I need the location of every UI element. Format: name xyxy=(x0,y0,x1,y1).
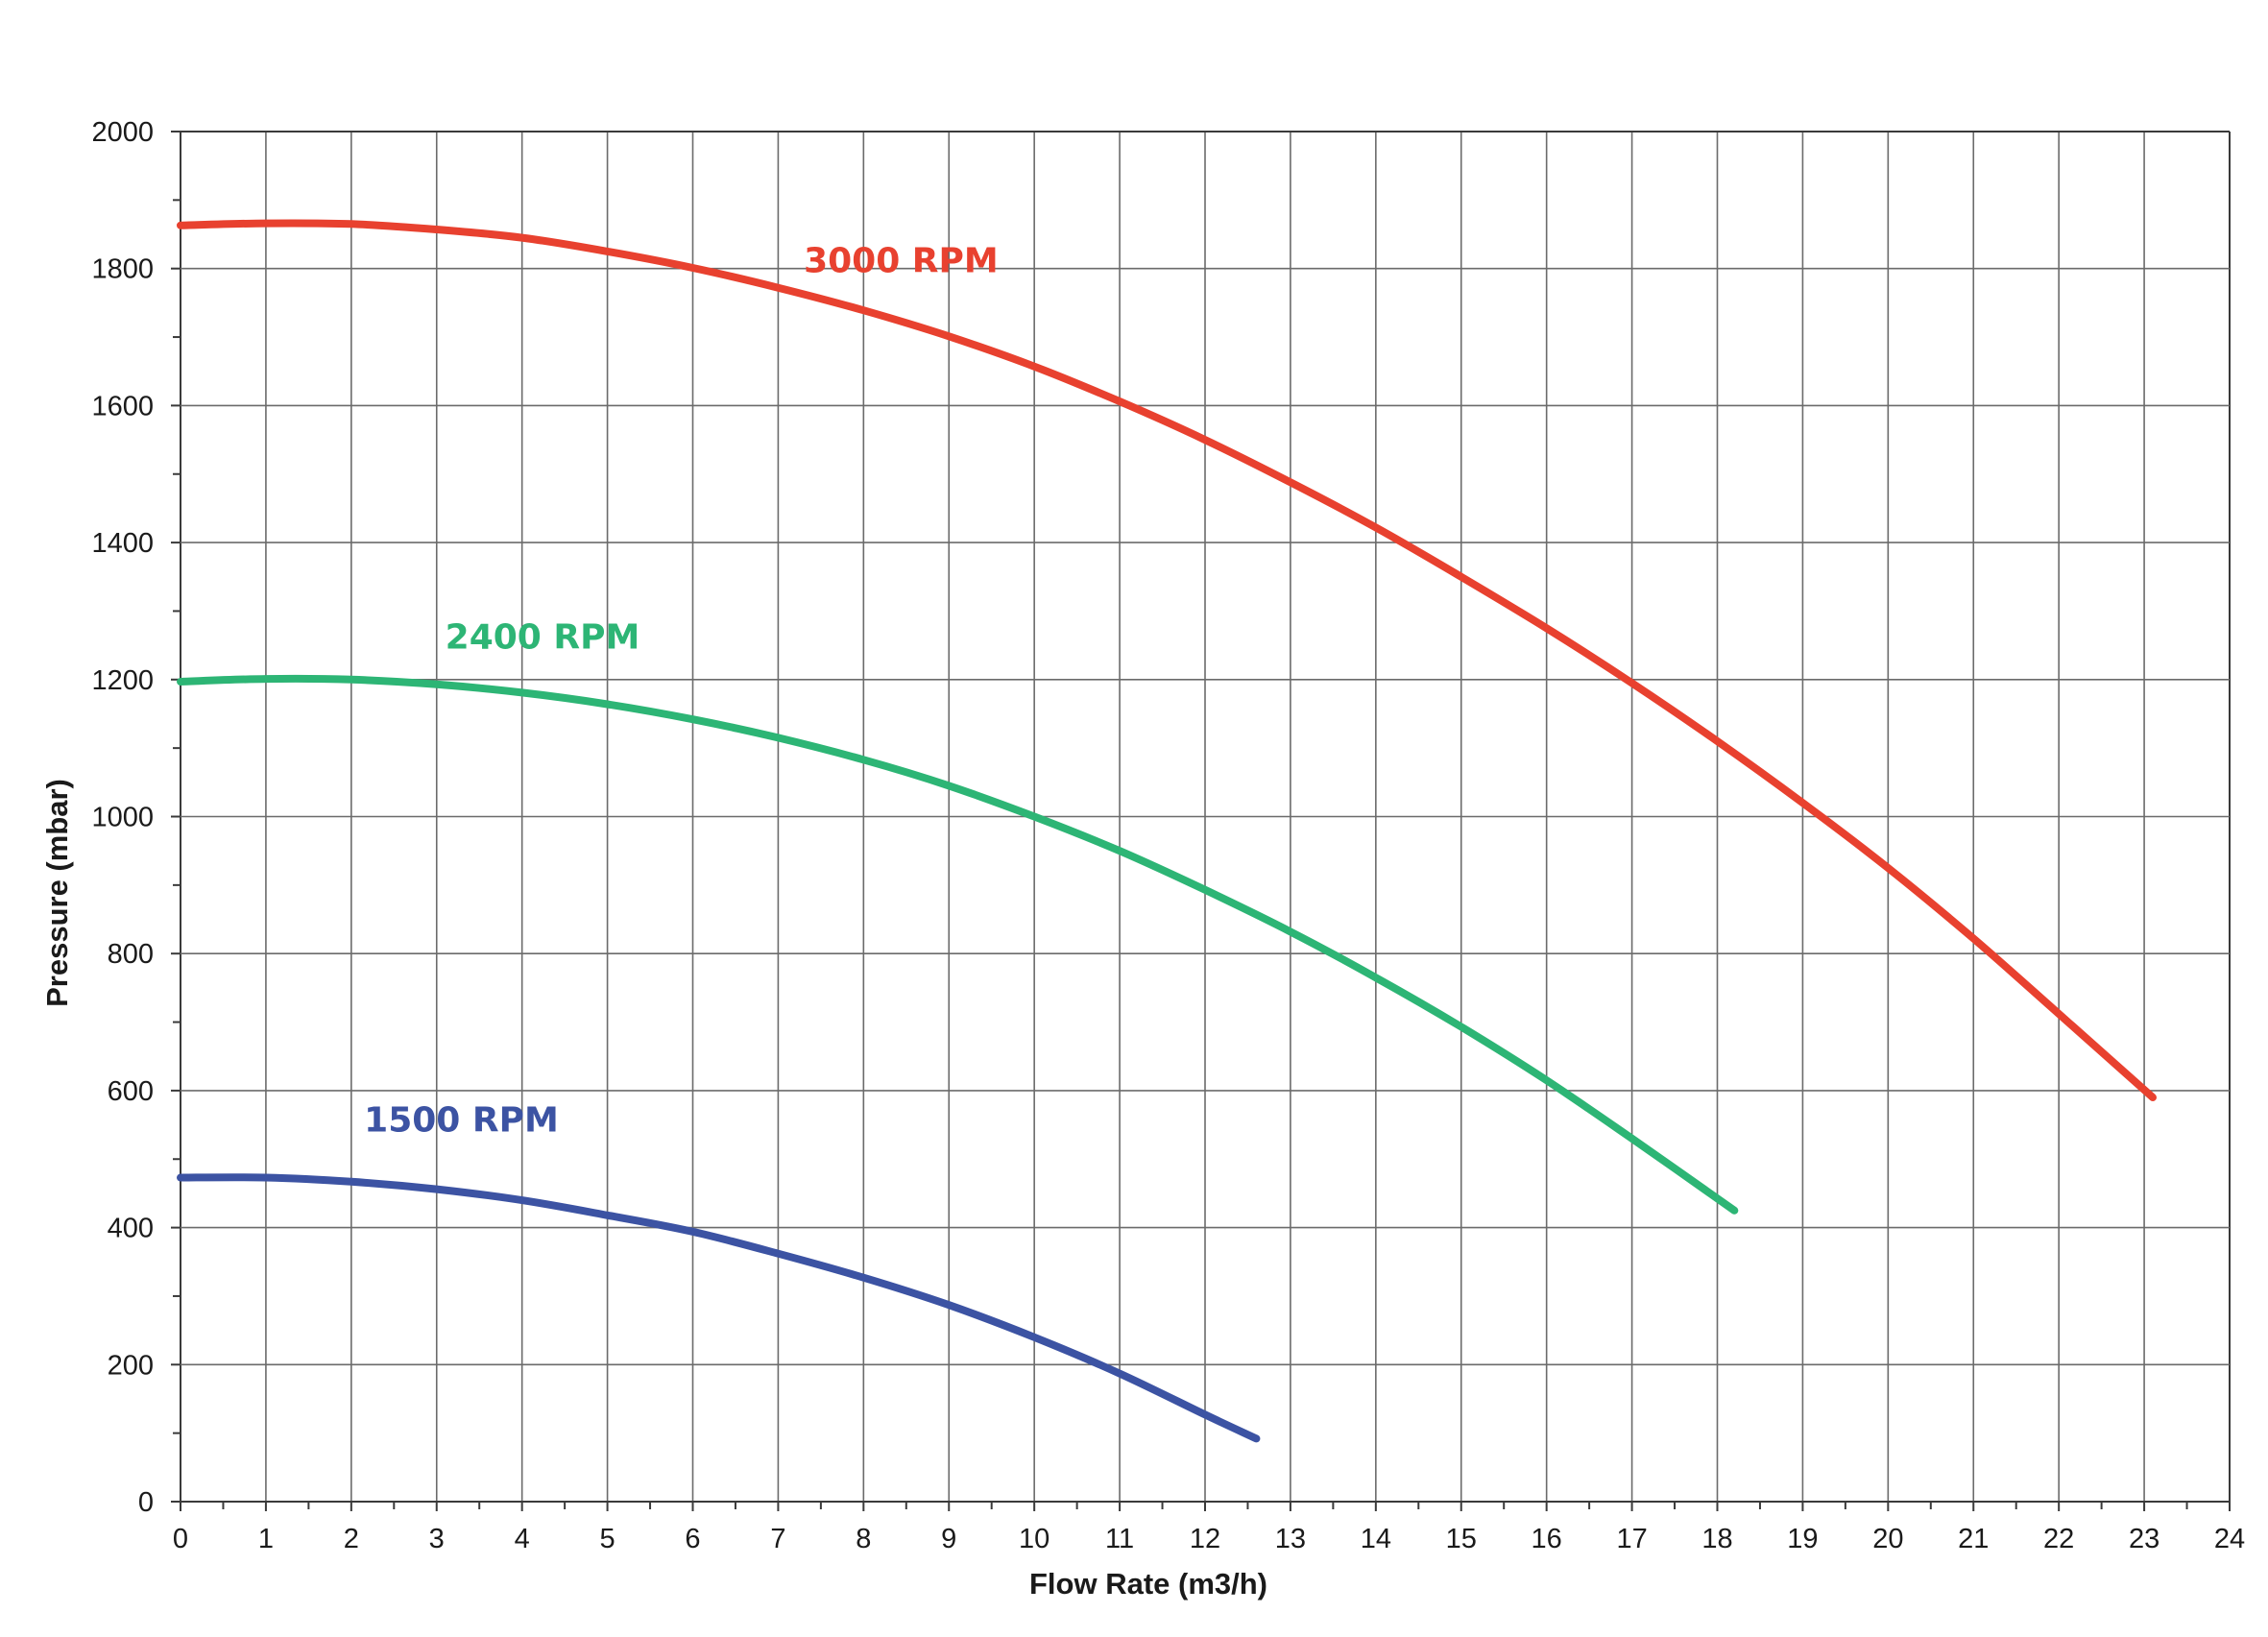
x-tick-label-17: 17 xyxy=(1616,1524,1647,1554)
y-tick-label-0: 0 xyxy=(138,1487,154,1518)
y-tick-label-1400: 1400 xyxy=(91,528,154,559)
grid xyxy=(180,131,2231,1503)
x-tick-label-1: 1 xyxy=(258,1524,274,1554)
x-tick-label-0: 0 xyxy=(173,1524,188,1554)
x-tick-label-8: 8 xyxy=(856,1524,871,1554)
x-tick-label-24: 24 xyxy=(2214,1524,2245,1554)
y-axis-ticks: 0 200 400 600 800 1000 1200 1400 1600 1800 2000 xyxy=(91,117,154,1518)
y-tick-label-400: 400 xyxy=(108,1214,154,1244)
x-axis-title: Flow Rate (m3/h) xyxy=(1029,1567,1267,1601)
x-tick-label-19: 19 xyxy=(1787,1524,1818,1554)
series-labels: 3000 RPM 2400 RPM 1500 RPM xyxy=(364,241,999,1140)
x-tick-label-12: 12 xyxy=(1190,1524,1220,1554)
y-tick-label-1800: 1800 xyxy=(91,254,154,285)
y-tick-label-1600: 1600 xyxy=(91,391,154,421)
series-curves xyxy=(177,219,2157,1443)
series-line-1500-rpm xyxy=(177,1173,1261,1443)
y-axis-title: Pressure (mbar) xyxy=(40,779,74,1007)
x-tick-label-15: 15 xyxy=(1446,1524,1477,1554)
x-tick-label-3: 3 xyxy=(429,1524,445,1554)
x-tick-label-10: 10 xyxy=(1019,1524,1050,1554)
y-tick-label-2000: 2000 xyxy=(91,117,154,148)
x-tick-label-6: 6 xyxy=(685,1524,700,1554)
x-tick-label-23: 23 xyxy=(2129,1524,2159,1554)
y-tick-label-200: 200 xyxy=(108,1350,154,1381)
x-tick-label-11: 11 xyxy=(1105,1524,1134,1554)
x-tick-label-14: 14 xyxy=(1361,1524,1391,1554)
x-tick-label-7: 7 xyxy=(770,1524,785,1554)
series-label-3000-rpm: 3000 RPM xyxy=(804,241,999,280)
x-tick-label-4: 4 xyxy=(515,1524,530,1554)
y-tick-label-1200: 1200 xyxy=(91,665,154,696)
x-tick-label-20: 20 xyxy=(1872,1524,1903,1554)
series-label-1500-rpm: 1500 RPM xyxy=(364,1101,559,1141)
x-tick-label-16: 16 xyxy=(1532,1524,1562,1554)
series-line-2400-rpm xyxy=(177,674,1739,1215)
series-label-2400-rpm: 2400 RPM xyxy=(446,618,640,658)
x-tick-label-22: 22 xyxy=(2043,1524,2074,1554)
x-tick-label-18: 18 xyxy=(1701,1524,1732,1554)
minor-ticks xyxy=(171,131,2231,1511)
x-tick-label-21: 21 xyxy=(1958,1524,1989,1554)
y-tick-label-600: 600 xyxy=(108,1076,154,1107)
y-tick-label-800: 800 xyxy=(108,939,154,970)
x-tick-label-13: 13 xyxy=(1275,1524,1306,1554)
series-line-3000-rpm xyxy=(177,219,2157,1101)
x-tick-label-9: 9 xyxy=(941,1524,956,1554)
x-axis-ticks: 0 1 2 3 4 5 6 7 8 9 10 11 12 13 14 15 16 17 18 19 20 21 22 23 24 xyxy=(173,1524,2245,1554)
x-tick-label-2: 2 xyxy=(344,1524,359,1554)
y-tick-label-1000: 1000 xyxy=(91,803,154,833)
x-tick-label-5: 5 xyxy=(600,1524,615,1554)
